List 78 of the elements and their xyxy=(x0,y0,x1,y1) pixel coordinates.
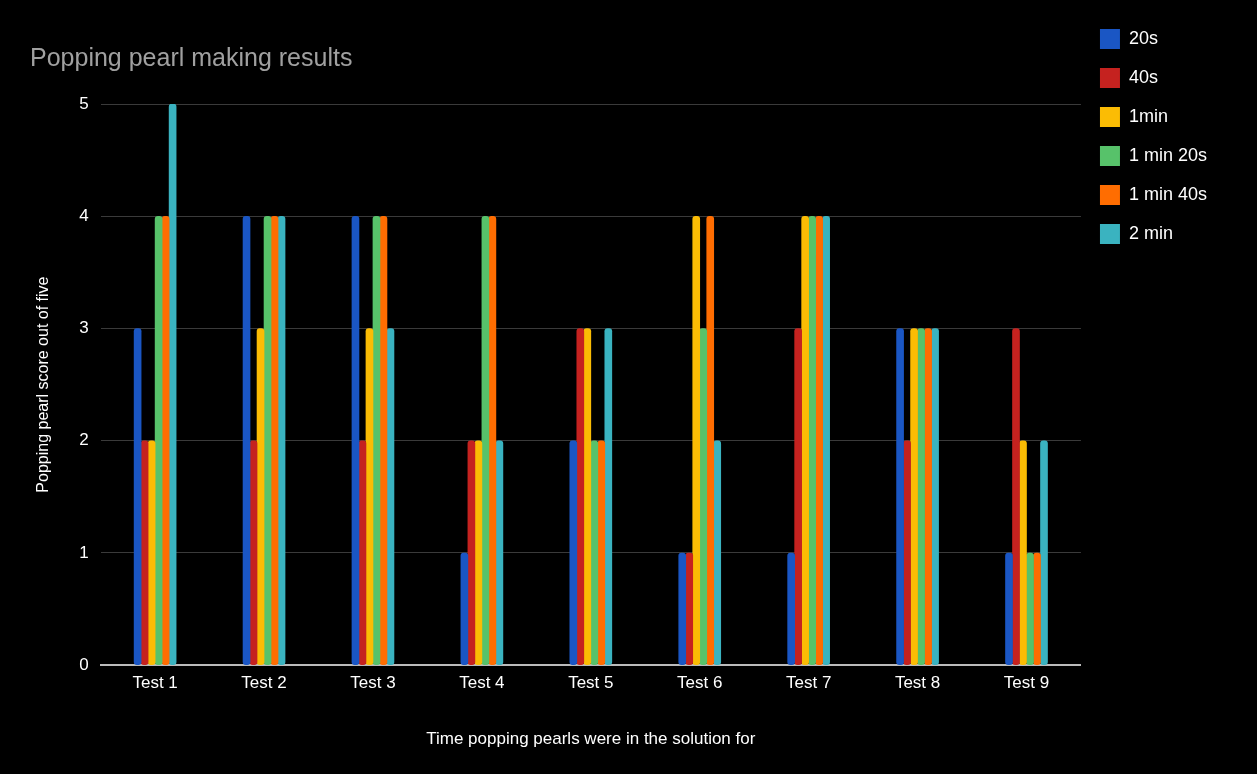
bar xyxy=(903,440,911,666)
chart-title: Popping pearl making results xyxy=(30,42,353,71)
bar xyxy=(147,440,156,666)
bar xyxy=(168,104,177,666)
x-axis-title: Time popping pearls were in the solution for xyxy=(426,729,756,749)
x-tick-label: Test 8 xyxy=(894,673,941,693)
bar xyxy=(154,215,163,666)
bar xyxy=(379,215,388,666)
x-tick-label: Test 6 xyxy=(677,673,723,693)
y-tick-label: 2 xyxy=(79,430,89,450)
bar xyxy=(822,215,830,666)
legend-label: 1 min 20s xyxy=(1128,144,1208,165)
bar xyxy=(678,552,687,666)
bar xyxy=(590,440,599,666)
bar xyxy=(1033,552,1041,666)
bar xyxy=(460,552,469,666)
bar xyxy=(140,440,149,666)
bar xyxy=(685,552,694,666)
bar xyxy=(161,215,170,666)
bar xyxy=(351,215,360,666)
bar xyxy=(917,328,925,666)
bar xyxy=(931,328,939,666)
x-tick-label: Test 2 xyxy=(241,673,287,693)
bar xyxy=(801,215,809,666)
legend-label: 40s xyxy=(1128,66,1158,87)
legend-label: 1 min 40s xyxy=(1128,183,1208,204)
bar xyxy=(808,215,816,666)
bar xyxy=(597,440,606,666)
legend-label: 20s xyxy=(1128,27,1158,48)
bar xyxy=(576,328,585,666)
bar xyxy=(249,440,258,666)
bar xyxy=(787,552,795,666)
bar xyxy=(706,215,715,666)
bar xyxy=(488,215,497,666)
bar xyxy=(372,215,381,666)
bar xyxy=(1019,440,1027,666)
bar xyxy=(365,328,374,666)
bar xyxy=(474,440,483,666)
bar xyxy=(1040,440,1048,666)
bar xyxy=(794,328,802,666)
bar xyxy=(692,215,701,666)
legend-label: 2 min xyxy=(1128,222,1173,243)
bar xyxy=(133,328,142,666)
bar xyxy=(386,328,395,666)
bar xyxy=(467,440,476,666)
x-tick-label: Test 7 xyxy=(785,673,832,693)
bar xyxy=(569,440,578,666)
x-tick-label: Test 4 xyxy=(459,673,505,693)
bar xyxy=(699,328,708,666)
bar xyxy=(481,215,490,666)
bar xyxy=(256,328,265,666)
legend-label: 1min xyxy=(1128,105,1168,126)
bar xyxy=(713,440,722,666)
bar xyxy=(263,215,272,666)
x-tick-label: Test 5 xyxy=(568,673,614,693)
x-tick-label: Test 9 xyxy=(1003,673,1050,693)
y-tick-label: 4 xyxy=(79,205,89,225)
y-tick-label: 1 xyxy=(79,542,89,562)
x-tick-label: Test 3 xyxy=(350,673,396,693)
bar xyxy=(1005,552,1013,666)
bar xyxy=(896,328,904,666)
bar xyxy=(910,328,918,666)
y-tick-label: 3 xyxy=(79,318,89,338)
y-axis-title: Popping pearl score out of five xyxy=(34,276,52,493)
y-tick-label: 0 xyxy=(79,654,89,674)
bar xyxy=(924,328,932,666)
bar xyxy=(1026,552,1034,666)
bar xyxy=(495,440,504,666)
bar xyxy=(604,328,613,666)
bar xyxy=(583,328,592,666)
x-tick-label: Test 1 xyxy=(132,673,178,693)
bar xyxy=(1012,328,1020,666)
bar xyxy=(270,215,279,666)
bar xyxy=(358,440,367,666)
bar xyxy=(277,215,286,666)
y-tick-label: 5 xyxy=(79,93,89,113)
bar xyxy=(815,215,823,666)
bar xyxy=(242,215,251,666)
